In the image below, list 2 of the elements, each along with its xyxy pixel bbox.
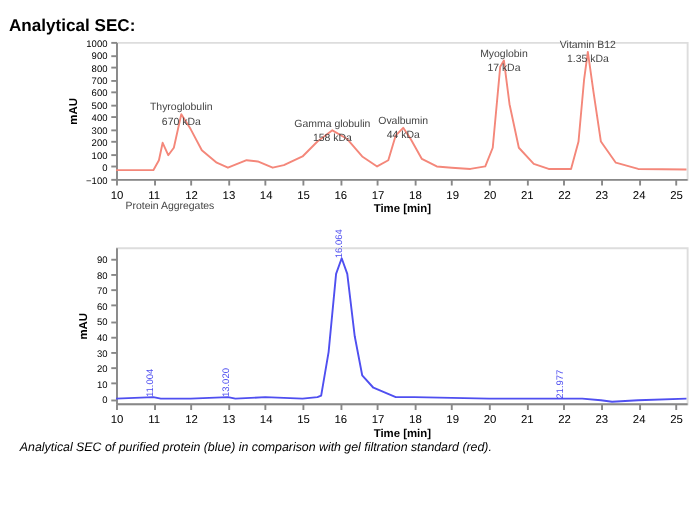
line-series [116, 50, 687, 172]
chart-title: Analytical SEC: [9, 14, 136, 35]
